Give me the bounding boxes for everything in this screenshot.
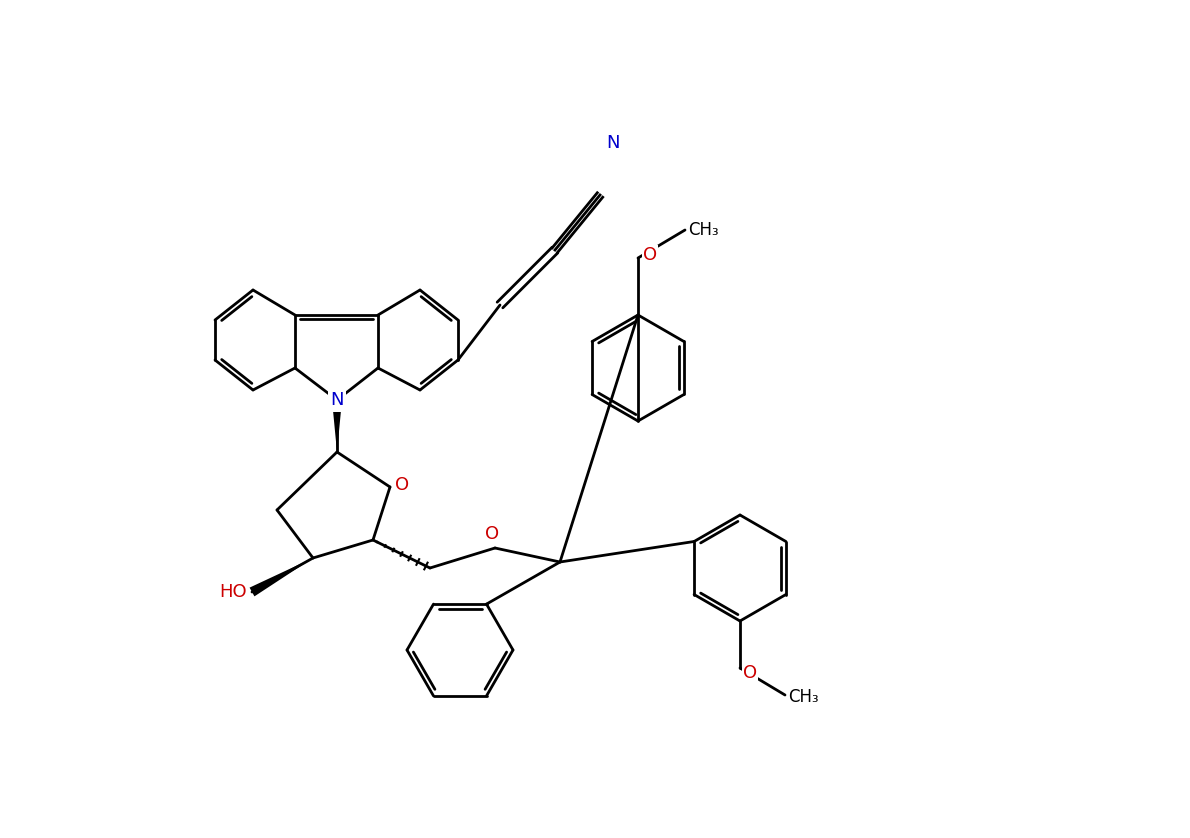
- Text: HO: HO: [219, 583, 248, 601]
- Polygon shape: [250, 558, 313, 597]
- Text: O: O: [486, 525, 499, 543]
- Text: O: O: [743, 664, 757, 682]
- Text: N: N: [331, 391, 344, 409]
- Text: CH₃: CH₃: [688, 221, 719, 239]
- Polygon shape: [332, 400, 342, 452]
- Text: O: O: [395, 476, 409, 494]
- Text: N: N: [606, 134, 620, 152]
- Text: CH₃: CH₃: [788, 688, 819, 706]
- Text: O: O: [643, 246, 657, 264]
